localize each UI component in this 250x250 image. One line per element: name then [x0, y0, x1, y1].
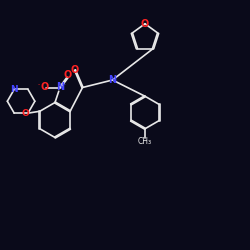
Text: -: -	[38, 82, 40, 87]
Text: N: N	[10, 85, 18, 94]
Text: O: O	[71, 65, 79, 75]
Text: O: O	[41, 82, 49, 92]
Text: CH₃: CH₃	[138, 137, 152, 146]
Text: O: O	[64, 70, 72, 80]
Text: N: N	[108, 75, 116, 85]
Text: N: N	[56, 82, 64, 92]
Text: O: O	[141, 19, 149, 29]
Text: +: +	[60, 82, 66, 87]
Text: O: O	[22, 109, 29, 118]
